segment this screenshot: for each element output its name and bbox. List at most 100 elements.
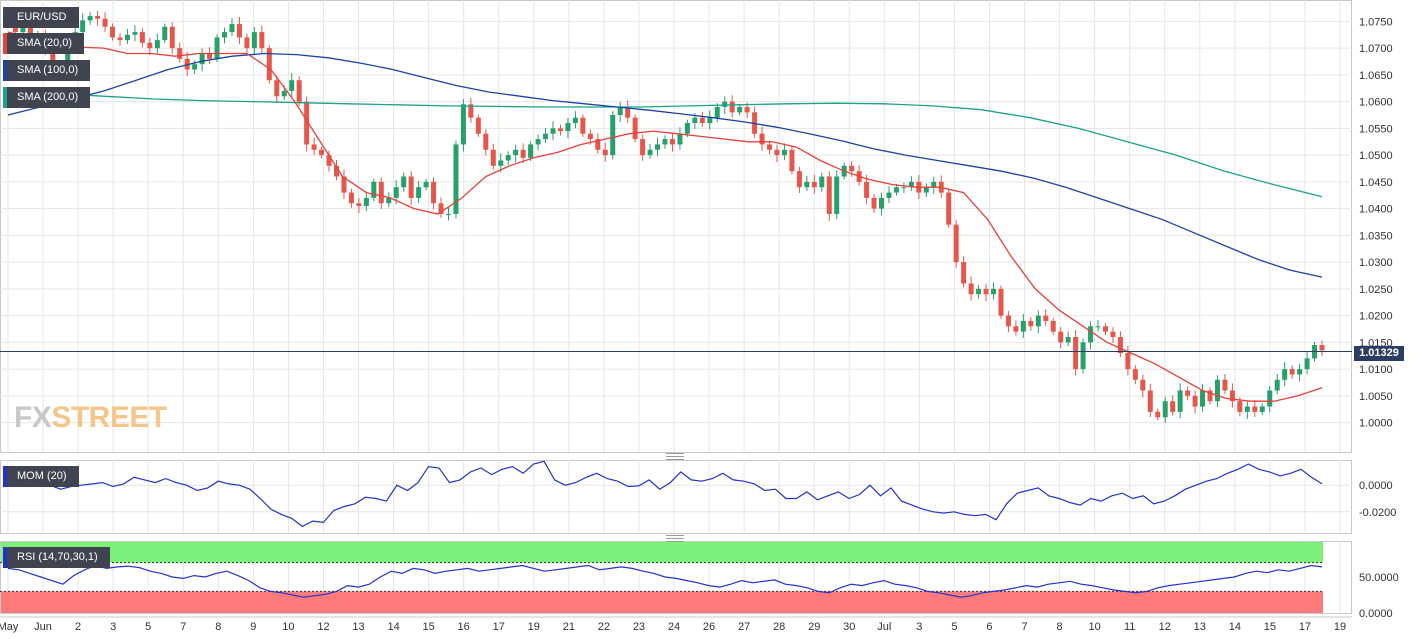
candle-body [110, 26, 116, 38]
candle-body [431, 181, 437, 204]
y-tick-label: 1.0750 [1359, 16, 1393, 28]
candle-body [259, 32, 265, 49]
x-tick-label: Jun [34, 621, 52, 633]
y-tick-label: 1.0000 [1359, 418, 1393, 430]
y-tick-label: 1.0450 [1359, 177, 1393, 189]
mom-pane-frame [0, 460, 1352, 534]
y-tick-label: 1.0350 [1359, 230, 1393, 242]
x-tick-label: Jul [877, 621, 891, 633]
candle-body [528, 144, 534, 158]
candle-body [669, 139, 675, 145]
pane-resize-handle-mom[interactable] [666, 453, 684, 460]
x-tick-label: 13 [352, 621, 364, 633]
logo-fx: FX [14, 401, 52, 434]
rsi-overbought-zone [1, 542, 1323, 563]
legend-sma20-label: SMA (20,0) [17, 37, 73, 49]
candle-body [296, 80, 302, 102]
x-tick-label: 9 [250, 621, 256, 633]
legend-sma200[interactable]: SMA (200,0) [3, 87, 91, 108]
rsi-tick-label: 50.0000 [1359, 572, 1399, 584]
candle-body [572, 117, 578, 124]
candle-body [983, 288, 989, 295]
main-pane-frame [0, 0, 1352, 453]
candle-body [602, 149, 608, 156]
candle-body [998, 288, 1004, 316]
candle-body [393, 187, 399, 198]
x-tick-label: 17 [493, 621, 505, 633]
sma20-line [7, 31, 1323, 402]
candle-body [520, 149, 526, 158]
candle-body [617, 106, 623, 116]
x-tick-label: 14 [1229, 621, 1241, 633]
candle-body [1110, 331, 1116, 337]
candle-body [236, 24, 242, 38]
x-tick-label: 15 [1264, 621, 1276, 633]
candle-body [1319, 345, 1325, 351]
x-tick-label: 24 [668, 621, 680, 633]
candle-body [991, 288, 996, 295]
candle-body [1289, 369, 1295, 375]
candle-body [1192, 395, 1198, 407]
candle-body [475, 117, 481, 134]
candle-body [1043, 315, 1049, 321]
candle-body [356, 203, 362, 206]
x-tick-label: 3 [916, 621, 922, 633]
legend-rsi-swatch [3, 547, 7, 568]
candle-body [632, 117, 638, 140]
candle-body [587, 133, 593, 140]
candle-body [714, 106, 720, 118]
candle-body [595, 139, 601, 150]
pane-resize-handle-rsi[interactable] [666, 535, 684, 542]
x-tick-label: 11 [1124, 621, 1135, 633]
candle-body [80, 20, 86, 33]
x-tick-label: 28 [773, 621, 785, 633]
candle-body [199, 53, 205, 65]
candle-body [207, 53, 213, 59]
legend-sma100[interactable]: SMA (100,0) [3, 60, 91, 81]
candle-body [27, 25, 33, 41]
candle-body [281, 90, 287, 97]
current-price-tag: 1.01329 [1354, 346, 1404, 361]
candle-body [453, 144, 459, 214]
candle-body [961, 262, 967, 284]
candle-body [1237, 401, 1243, 412]
candle-body [1050, 320, 1056, 332]
candle-body [117, 37, 123, 41]
candle-body [102, 18, 108, 27]
candle-body [505, 155, 511, 161]
candle-body [864, 181, 870, 198]
x-tick-label: 30 [843, 621, 855, 633]
legend-sma20[interactable]: SMA (20,0) [3, 33, 85, 54]
candle-body [1222, 379, 1228, 391]
candle-body [640, 139, 646, 156]
legend-sma20-swatch [3, 33, 7, 54]
x-tick-label: 26 [703, 621, 715, 633]
legend-rsi[interactable]: RSI (14,70,30,1) [3, 547, 110, 568]
candle-body [311, 144, 317, 150]
x-tick-label: 10 [282, 621, 294, 633]
candle-body [513, 149, 519, 156]
candle-body [1274, 379, 1280, 391]
candle-body [968, 283, 974, 295]
candle-body [699, 117, 705, 124]
candle-body [662, 139, 668, 145]
x-tick-label: 14 [387, 621, 399, 633]
candle-body [625, 106, 631, 118]
candle-body [811, 181, 817, 188]
candle-body [535, 139, 541, 145]
legend-pair[interactable]: EUR/USD [3, 7, 79, 28]
candle-body [1177, 390, 1183, 412]
candle-body [737, 106, 743, 113]
x-tick-label: 7 [1021, 621, 1027, 633]
rsi-line [7, 564, 1323, 598]
candle-body [20, 25, 26, 33]
legend-sma100-swatch [3, 60, 7, 81]
sma200-line [7, 90, 1323, 198]
x-tick-label: 19 [528, 621, 540, 633]
legend-mom[interactable]: MOM (20) [3, 466, 79, 487]
y-tick-label: 1.0700 [1359, 43, 1393, 55]
candle-body [251, 32, 257, 49]
candle-body [386, 197, 392, 204]
candle-body [1058, 331, 1064, 343]
candle-body [214, 37, 220, 59]
